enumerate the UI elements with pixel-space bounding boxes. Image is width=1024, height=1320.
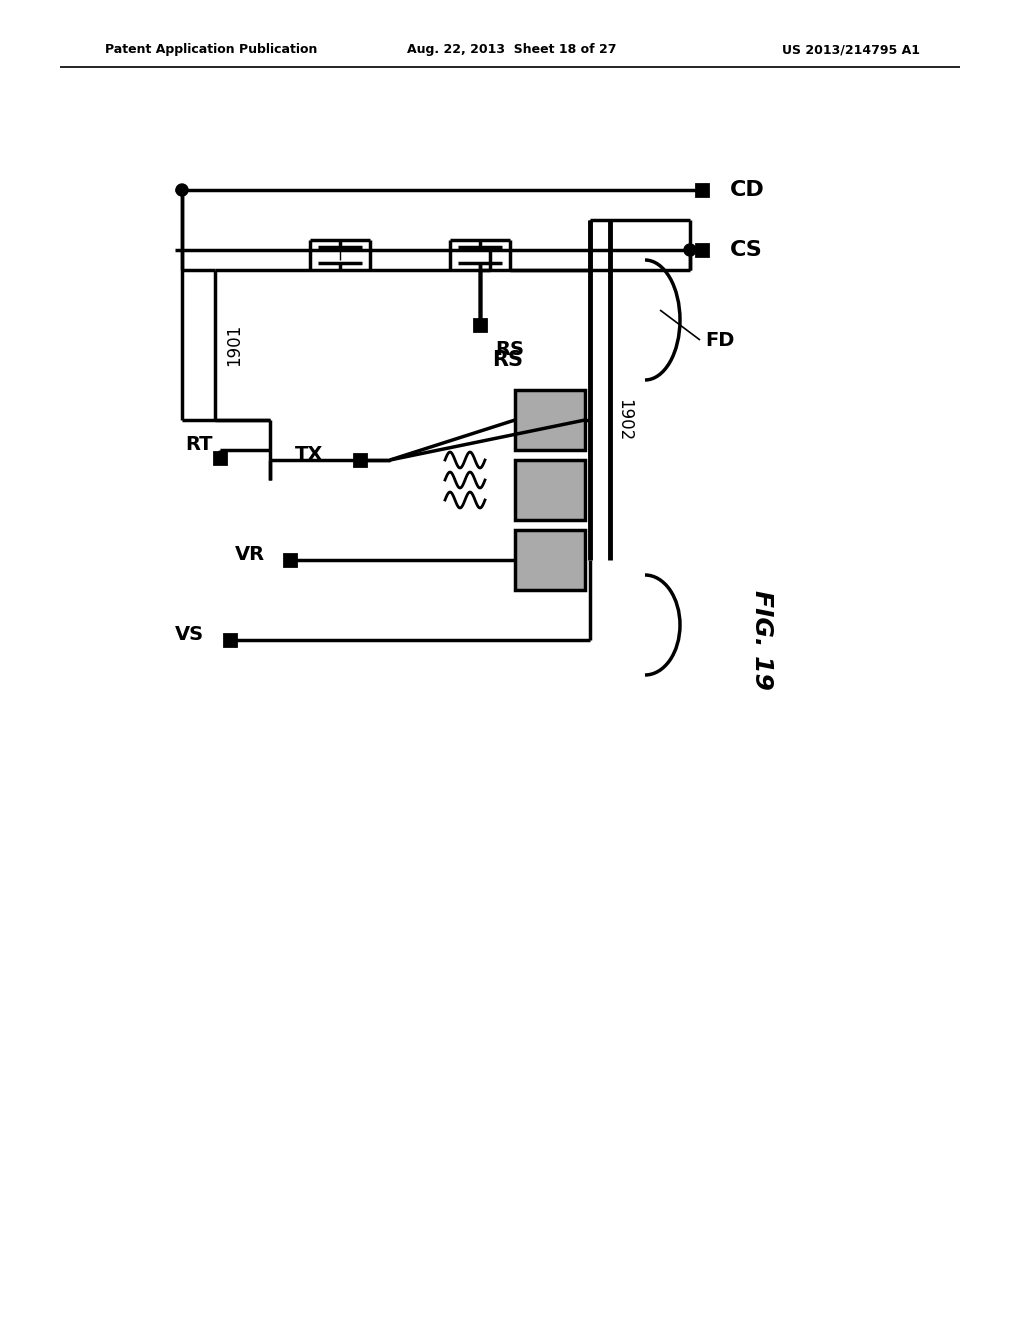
- Bar: [696, 244, 708, 256]
- Text: RT: RT: [185, 436, 213, 454]
- Text: CD: CD: [730, 180, 765, 201]
- Text: RS: RS: [495, 341, 524, 359]
- Bar: [284, 554, 296, 566]
- Text: CS: CS: [730, 240, 763, 260]
- Text: US 2013/214795 A1: US 2013/214795 A1: [782, 44, 920, 57]
- Bar: [354, 454, 366, 466]
- Bar: [515, 459, 585, 520]
- Circle shape: [684, 244, 696, 256]
- Text: VR: VR: [234, 545, 265, 565]
- Circle shape: [176, 183, 188, 195]
- Text: RS: RS: [492, 350, 523, 370]
- Text: 1901: 1901: [225, 323, 243, 366]
- Text: Patent Application Publication: Patent Application Publication: [105, 44, 317, 57]
- Text: VS: VS: [175, 626, 204, 644]
- Bar: [224, 634, 236, 645]
- Bar: [696, 183, 708, 195]
- Bar: [474, 319, 486, 331]
- Bar: [214, 451, 226, 465]
- Text: TX: TX: [295, 446, 324, 465]
- Text: 1902: 1902: [615, 399, 633, 441]
- Text: Aug. 22, 2013  Sheet 18 of 27: Aug. 22, 2013 Sheet 18 of 27: [408, 44, 616, 57]
- Bar: [515, 531, 585, 590]
- Text: FIG. 19: FIG. 19: [750, 590, 774, 690]
- Text: FD: FD: [705, 330, 734, 350]
- Bar: [515, 389, 585, 450]
